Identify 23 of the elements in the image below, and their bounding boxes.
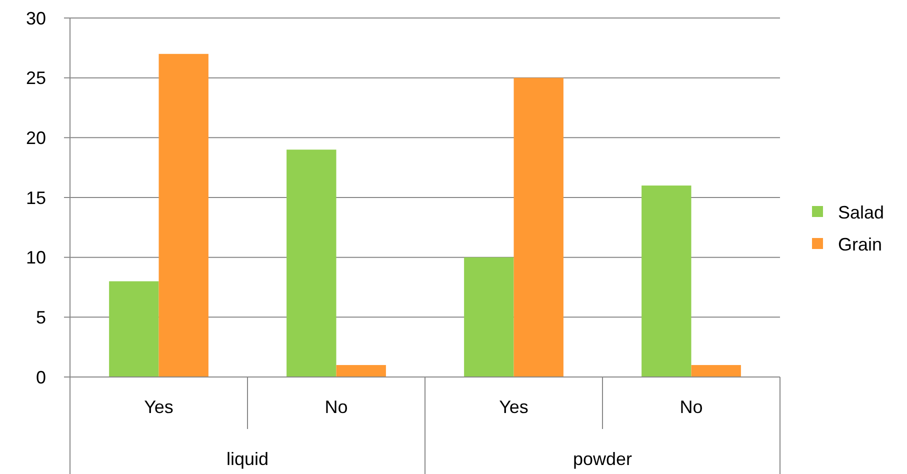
bar [336, 365, 386, 377]
x-tick-label: Yes [499, 397, 528, 417]
y-tick-label: 15 [26, 188, 46, 208]
bar [514, 78, 564, 377]
x-tick-label: No [680, 397, 703, 417]
text: powder [572, 449, 632, 469]
legend-label: Grain [838, 234, 882, 254]
x-tick-label: Yes [144, 397, 174, 417]
x-tick-label: No [324, 397, 348, 417]
y-tick-label: 20 [26, 128, 46, 148]
bar [642, 186, 692, 377]
text: liquid [226, 449, 269, 469]
bar [691, 365, 741, 377]
bar [286, 150, 336, 377]
bar [464, 257, 514, 377]
legend-label: Salad [838, 202, 884, 222]
y-tick-label: 5 [36, 307, 46, 328]
bar [158, 54, 208, 377]
y-tick-label: 10 [26, 248, 46, 268]
bar [109, 281, 159, 377]
y-tick-label: 30 [26, 8, 46, 28]
y-tick-label: 0 [36, 367, 46, 388]
y-tick-label: 25 [26, 68, 46, 88]
